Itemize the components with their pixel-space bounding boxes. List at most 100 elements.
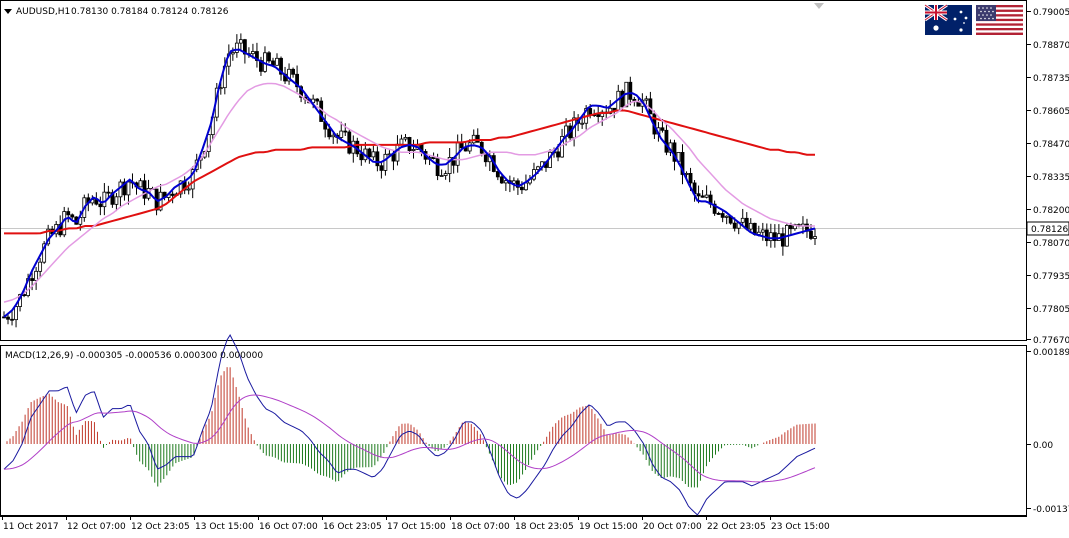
time-tick: 16 Oct 23:05 (323, 522, 382, 532)
current-price-text: 0.78126 (1031, 225, 1068, 235)
candle-body (339, 130, 344, 138)
candle-body (98, 203, 103, 208)
candle-body (732, 222, 737, 229)
candle-body (383, 153, 388, 171)
candle-body (399, 138, 404, 145)
time-tick: 23 Oct 15:00 (771, 522, 830, 532)
ma-fast-line (3, 48, 816, 318)
price-tick: 0.79005 (1033, 8, 1069, 18)
price-tick: 0.78335 (1033, 173, 1069, 183)
candle-body (499, 176, 504, 184)
candle-body (716, 213, 721, 215)
candle-body (279, 57, 283, 75)
candle-body (748, 222, 753, 230)
time-tick: 18 Oct 23:05 (515, 522, 574, 532)
candle-body (114, 196, 119, 205)
candle-body (789, 225, 793, 230)
price-tick: 0.78200 (1033, 206, 1069, 216)
candle-body (520, 186, 524, 191)
time-axis: 11 Oct 2017 12 Oct 07:00 12 Oct 23:05 13… (2, 516, 830, 532)
candle-body (620, 90, 625, 108)
candle-body (516, 180, 520, 188)
candle-body (495, 171, 500, 178)
candle-body (267, 52, 271, 62)
symbol-menu-triangle-icon[interactable] (4, 9, 12, 14)
macd-main-line (3, 333, 816, 516)
candle-body (327, 128, 332, 138)
time-tick: 12 Oct 07:00 (67, 522, 126, 532)
candle-body (6, 316, 10, 320)
candle-body (596, 114, 601, 117)
ma-mid-line (3, 82, 815, 303)
macd-lines (3, 333, 816, 516)
price-tick: 0.77935 (1033, 272, 1069, 282)
candle-body (680, 152, 685, 175)
candle-body (580, 122, 585, 125)
candle-body (331, 134, 336, 138)
candle-body (447, 157, 452, 174)
candle-body (459, 142, 464, 149)
candle-body (768, 232, 773, 242)
current-price-label: 0.78126 (1026, 221, 1069, 236)
macd-axis: 0.001892 0.00 -0.001373 (1027, 348, 1069, 515)
candle-body (475, 134, 480, 143)
chart-shift-marker[interactable] (814, 3, 824, 9)
candle-body (704, 194, 709, 198)
candle-body (275, 57, 279, 66)
time-tick: 11 Oct 2017 (3, 522, 59, 532)
candle-body (367, 148, 372, 158)
price-axis: 0.79005 0.78870 0.78735 0.78605 0.78470 … (1027, 8, 1069, 346)
time-tick: 17 Oct 15:00 (387, 522, 446, 532)
candle-body (126, 181, 131, 196)
price-tick: 0.78605 (1033, 107, 1069, 117)
candle-body (255, 51, 259, 61)
candle-body (66, 211, 71, 216)
candle-body (234, 42, 239, 53)
candle-body (359, 153, 364, 161)
candle-body (190, 169, 195, 190)
symbol-title: AUDUSD,H1 (16, 7, 70, 17)
candle-body (38, 261, 43, 272)
candle-body (556, 151, 560, 158)
candle-body (30, 278, 35, 281)
candle-body (186, 188, 191, 191)
candle-body (524, 182, 528, 191)
candle-body (628, 81, 633, 100)
candle-body (299, 86, 303, 98)
candle-body (403, 137, 408, 140)
candle-body (315, 98, 320, 102)
candle-body (295, 73, 299, 88)
candle-body (813, 236, 817, 239)
candle-body (712, 203, 717, 214)
candle-body (648, 98, 653, 115)
candle-body (379, 165, 384, 171)
candle-body (287, 68, 291, 82)
candle-body (439, 175, 444, 177)
candle-body (34, 270, 39, 281)
candle-body (170, 193, 175, 196)
price-tick: 0.77670 (1033, 336, 1069, 346)
macd-header: MACD(12,26,9) -0.000305 -0.000536 0.0003… (5, 351, 263, 361)
candle-body (291, 68, 295, 75)
candle-body (118, 181, 123, 198)
candle-body (371, 151, 376, 158)
candle-body (511, 180, 516, 184)
candle-body (664, 129, 669, 153)
candle-body (684, 172, 689, 175)
candle-body (431, 156, 436, 159)
australia-flag-icon (924, 3, 972, 35)
macd-tick: 0.001892 (1033, 348, 1069, 358)
candle-body (688, 172, 693, 184)
macd-signal-line (3, 394, 816, 483)
candle-body (536, 166, 540, 170)
candle-body (660, 127, 665, 131)
candle-body (10, 318, 14, 321)
candle-body (793, 224, 797, 230)
ohlc-values: 0.78130 0.78184 0.78124 0.78126 (71, 7, 229, 17)
candle-body (242, 39, 247, 55)
candle-body (764, 229, 769, 242)
candle-body (740, 217, 745, 223)
candle-body (809, 230, 813, 239)
usa-flag-icon (976, 5, 1023, 35)
